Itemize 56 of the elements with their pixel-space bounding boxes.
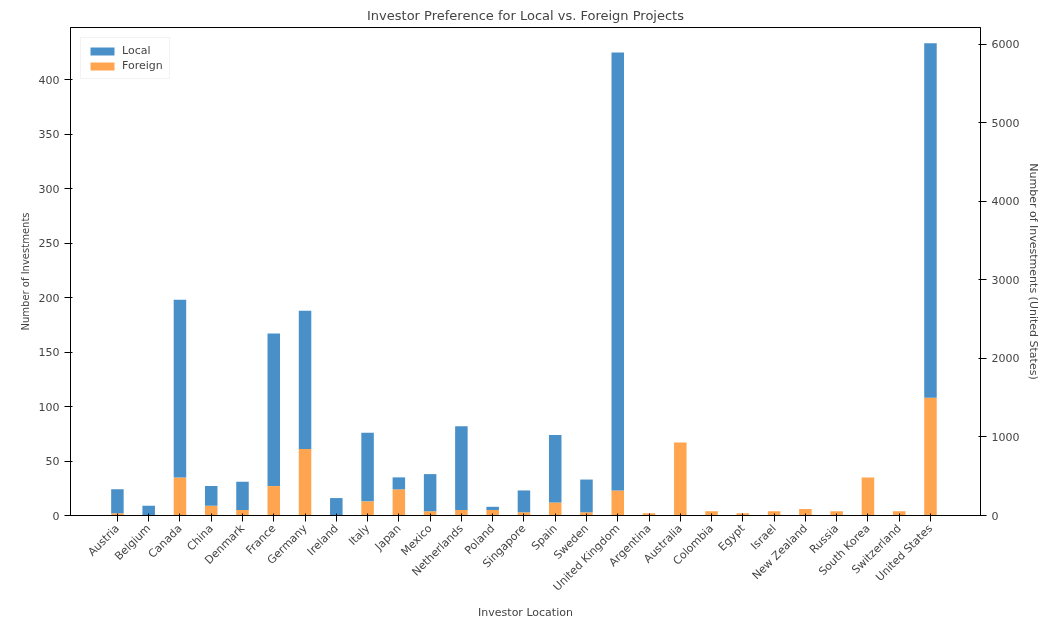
bar	[611, 52, 625, 491]
bar	[830, 511, 843, 516]
y-tick-label: 0	[52, 509, 60, 523]
bar	[236, 510, 249, 516]
bar	[674, 442, 687, 516]
y-tick-label: 150	[38, 346, 60, 360]
y-tick-label: 250	[38, 237, 60, 251]
y2-tick-label: 4000	[991, 195, 1020, 209]
legend-label: Local	[122, 44, 151, 57]
bar	[236, 481, 249, 511]
bar	[298, 449, 312, 516]
x-axis-title: Investor Location	[478, 606, 573, 620]
bar	[455, 510, 468, 516]
y-tick-label: 200	[38, 291, 60, 305]
bar	[392, 477, 406, 490]
y2-tick-label: 6000	[991, 38, 1020, 51]
bar	[486, 506, 499, 511]
bar	[111, 489, 124, 514]
bar	[267, 486, 281, 516]
y-tick-label: 300	[38, 182, 60, 196]
bar	[267, 333, 281, 487]
y-tick-label: 50	[45, 455, 60, 469]
bar	[361, 432, 374, 502]
bar	[204, 486, 218, 506]
bar	[548, 434, 562, 503]
y2-tick-label: 5000	[991, 116, 1020, 130]
bar	[142, 505, 155, 516]
y-tick-label: 350	[38, 128, 60, 142]
bar	[173, 299, 187, 478]
bar	[455, 426, 468, 511]
bar	[611, 490, 625, 516]
bar	[111, 513, 124, 516]
bar	[361, 501, 374, 516]
bar	[580, 479, 593, 513]
y-tick-label: 100	[38, 400, 60, 414]
bar	[517, 490, 531, 513]
bar	[548, 502, 562, 516]
bar	[799, 508, 812, 516]
y2-tick-label: 2000	[991, 352, 1020, 366]
y-tick-label: 400	[38, 73, 60, 87]
y-axis-title: Number of Investments	[19, 212, 31, 331]
legend-label: Foreign	[122, 59, 163, 72]
y2-tick-label: 0	[991, 509, 999, 523]
bar	[705, 511, 718, 516]
bar	[423, 474, 437, 512]
bar	[392, 489, 406, 516]
chart-title: Investor Preference for Local vs. Foreign Projects	[367, 7, 685, 23]
y2-tick-label: 3000	[991, 273, 1020, 287]
bar	[580, 512, 593, 516]
bar	[298, 310, 312, 450]
bar	[330, 498, 343, 516]
bar	[861, 477, 875, 516]
y2-axis-title: Number of Investments (United States)	[1027, 163, 1041, 380]
y2-tick-label: 1000	[991, 430, 1020, 444]
bar	[173, 477, 187, 516]
bar	[486, 510, 499, 516]
